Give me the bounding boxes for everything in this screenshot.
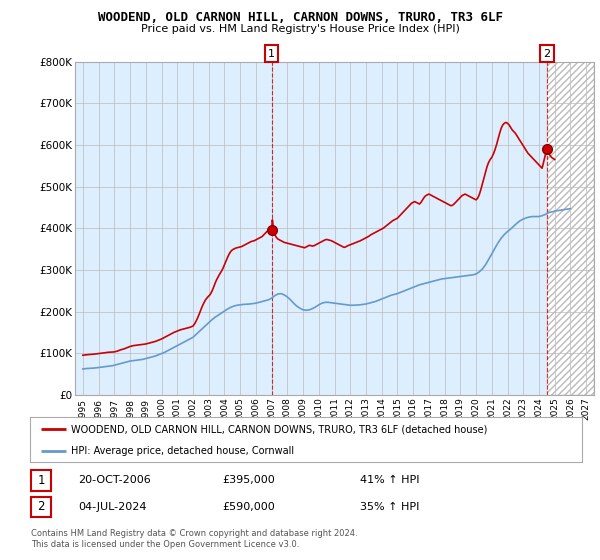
Text: 20-OCT-2006: 20-OCT-2006 bbox=[78, 475, 151, 486]
Text: 2: 2 bbox=[37, 500, 45, 514]
Text: £590,000: £590,000 bbox=[222, 502, 275, 512]
Text: 35% ↑ HPI: 35% ↑ HPI bbox=[360, 502, 419, 512]
Text: 2: 2 bbox=[543, 49, 550, 59]
Text: 1: 1 bbox=[37, 474, 45, 487]
Text: £395,000: £395,000 bbox=[222, 475, 275, 486]
Text: WOODEND, OLD CARNON HILL, CARNON DOWNS, TRURO, TR3 6LF (detached house): WOODEND, OLD CARNON HILL, CARNON DOWNS, … bbox=[71, 424, 488, 435]
Text: Price paid vs. HM Land Registry's House Price Index (HPI): Price paid vs. HM Land Registry's House … bbox=[140, 24, 460, 34]
Text: 41% ↑ HPI: 41% ↑ HPI bbox=[360, 475, 419, 486]
Text: 1: 1 bbox=[268, 49, 275, 59]
Text: Contains HM Land Registry data © Crown copyright and database right 2024.
This d: Contains HM Land Registry data © Crown c… bbox=[31, 529, 358, 549]
Text: 04-JUL-2024: 04-JUL-2024 bbox=[78, 502, 146, 512]
Text: WOODEND, OLD CARNON HILL, CARNON DOWNS, TRURO, TR3 6LF: WOODEND, OLD CARNON HILL, CARNON DOWNS, … bbox=[97, 11, 503, 24]
Text: HPI: Average price, detached house, Cornwall: HPI: Average price, detached house, Corn… bbox=[71, 446, 295, 456]
